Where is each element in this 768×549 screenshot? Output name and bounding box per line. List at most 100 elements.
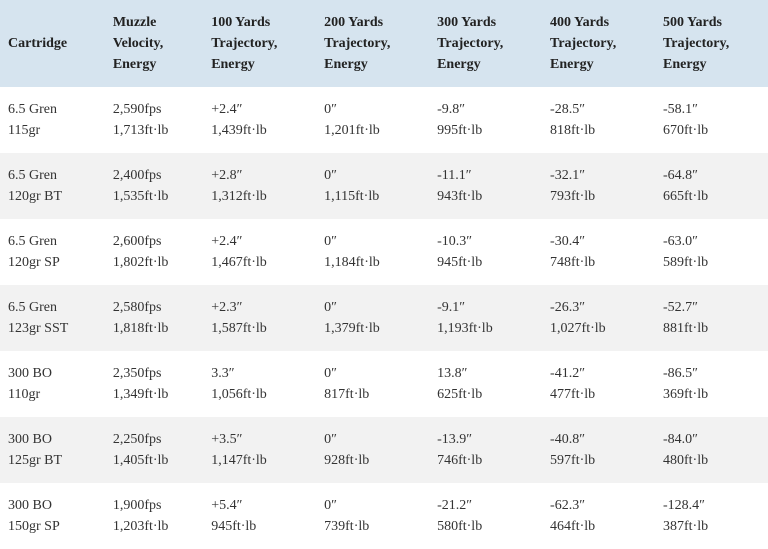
data-cell: -28.5″818ft·lb: [542, 87, 655, 153]
energy-value: 1,405ft·lb: [113, 450, 195, 471]
energy-value: 1,203ft·lb: [113, 516, 195, 537]
data-cell: -41.2″477ft·lb: [542, 351, 655, 417]
header-label-line2: Trajectory,: [211, 33, 308, 54]
header-400yd: 400 Yards Trajectory, Energy: [542, 0, 655, 87]
trajectory-value: -63.0″: [663, 231, 760, 252]
data-cell: -64.8″665ft·lb: [655, 153, 768, 219]
energy-value: 1,349ft·lb: [113, 384, 195, 405]
trajectory-value: 2,400fps: [113, 165, 195, 186]
trajectory-value: -9.8″: [437, 99, 534, 120]
data-cell: -26.3″1,027ft·lb: [542, 285, 655, 351]
cartridge-cell: 6.5 Gren120gr BT: [0, 153, 105, 219]
energy-value: 746ft·lb: [437, 450, 534, 471]
trajectory-value: -128.4″: [663, 495, 760, 516]
data-cell: -11.1″943ft·lb: [429, 153, 542, 219]
trajectory-value: 0″: [324, 231, 421, 252]
trajectory-value: +2.4″: [211, 231, 308, 252]
header-label-line3: Energy: [437, 54, 534, 75]
trajectory-value: -86.5″: [663, 363, 760, 384]
energy-value: 1,818ft·lb: [113, 318, 195, 339]
header-label-line1: Muzzle: [113, 12, 195, 33]
header-label-line1: 500 Yards: [663, 12, 760, 33]
table-row: 6.5 Gren120gr BT 2,400fps1,535ft·lb +2.8″1…: [0, 153, 768, 219]
data-cell: 13.8″625ft·lb: [429, 351, 542, 417]
trajectory-value: 0″: [324, 363, 421, 384]
trajectory-value: -30.4″: [550, 231, 647, 252]
energy-value: 387ft·lb: [663, 516, 760, 537]
cartridge-name: 300 BO: [8, 495, 97, 516]
cartridge-cell: 6.5 Gren120gr SP: [0, 219, 105, 285]
data-cell: 0″1,115ft·lb: [316, 153, 429, 219]
trajectory-value: +5.4″: [211, 495, 308, 516]
energy-value: 480ft·lb: [663, 450, 760, 471]
trajectory-value: -40.8″: [550, 429, 647, 450]
table-row: 6.5 Gren115gr2,590fps1,713ft·lb+2.4″1,43…: [0, 87, 768, 153]
trajectory-value: +2.4″: [211, 99, 308, 120]
trajectory-value: -26.3″: [550, 297, 647, 318]
data-cell: 0″1,201ft·lb: [316, 87, 429, 153]
data-cell: +2.3″1,587ft·lb: [203, 285, 316, 351]
table-header-row: Cartridge Muzzle Velocity, Energy 100 Ya…: [0, 0, 768, 87]
data-cell: -21.2″580ft·lb: [429, 483, 542, 549]
cartridge-name: 6.5 Gren: [8, 99, 97, 120]
energy-value: 580ft·lb: [437, 516, 534, 537]
cartridge-name: 6.5 Gren: [8, 165, 97, 186]
data-cell: -30.4″748ft·lb: [542, 219, 655, 285]
trajectory-value: -58.1″: [663, 99, 760, 120]
ballistics-table: Cartridge Muzzle Velocity, Energy 100 Ya…: [0, 0, 768, 549]
data-cell: -84.0″480ft·lb: [655, 417, 768, 483]
data-cell: +2.4″1,467ft·lb: [203, 219, 316, 285]
data-cell: 0″1,184ft·lb: [316, 219, 429, 285]
energy-value: 945ft·lb: [437, 252, 534, 273]
energy-value: 945ft·lb: [211, 516, 308, 537]
data-cell: -58.1″670ft·lb: [655, 87, 768, 153]
trajectory-value: +3.5″: [211, 429, 308, 450]
trajectory-value: 2,250fps: [113, 429, 195, 450]
trajectory-value: -64.8″: [663, 165, 760, 186]
energy-value: 625ft·lb: [437, 384, 534, 405]
data-cell: -9.1″1,193ft·lb: [429, 285, 542, 351]
data-cell: 2,250fps1,405ft·lb: [105, 417, 203, 483]
header-label-line3: Energy: [324, 54, 421, 75]
energy-value: 1,201ft·lb: [324, 120, 421, 141]
data-cell: +2.8″1,312ft·lb: [203, 153, 316, 219]
trajectory-value: 13.8″: [437, 363, 534, 384]
energy-value: 1,184ft·lb: [324, 252, 421, 273]
data-cell: -32.1″793ft·lb: [542, 153, 655, 219]
energy-value: 817ft·lb: [324, 384, 421, 405]
trajectory-value: 0″: [324, 297, 421, 318]
header-label-line3: Energy: [663, 54, 760, 75]
data-cell: 2,580fps1,818ft·lb: [105, 285, 203, 351]
energy-value: 1,027ft·lb: [550, 318, 647, 339]
cartridge-name: 300 BO: [8, 363, 97, 384]
trajectory-value: 2,580fps: [113, 297, 195, 318]
energy-value: 943ft·lb: [437, 186, 534, 207]
energy-value: 1,379ft·lb: [324, 318, 421, 339]
trajectory-value: -62.3″: [550, 495, 647, 516]
data-cell: -52.7″881ft·lb: [655, 285, 768, 351]
header-label-line2: Trajectory,: [437, 33, 534, 54]
trajectory-value: 1,900fps: [113, 495, 195, 516]
data-cell: 0″817ft·lb: [316, 351, 429, 417]
trajectory-value: -28.5″: [550, 99, 647, 120]
trajectory-value: 2,600fps: [113, 231, 195, 252]
energy-value: 1,056ft·lb: [211, 384, 308, 405]
trajectory-value: 2,590fps: [113, 99, 195, 120]
energy-value: 665ft·lb: [663, 186, 760, 207]
energy-value: 1,312ft·lb: [211, 186, 308, 207]
cartridge-grain: 123gr SST: [8, 318, 97, 339]
trajectory-value: -10.3″: [437, 231, 534, 252]
energy-value: 1,193ft·lb: [437, 318, 534, 339]
energy-value: 1,587ft·lb: [211, 318, 308, 339]
trajectory-value: -52.7″: [663, 297, 760, 318]
table-row: 6.5 Gren120gr SP2,600fps1,802ft·lb+2.4″1…: [0, 219, 768, 285]
cartridge-name: 6.5 Gren: [8, 231, 97, 252]
trajectory-value: 0″: [324, 165, 421, 186]
trajectory-value: 0″: [324, 495, 421, 516]
energy-value: 1,535ft·lb: [113, 186, 195, 207]
cartridge-grain: 120gr BT: [8, 186, 97, 207]
header-cartridge: Cartridge: [0, 0, 105, 87]
header-label: Cartridge: [8, 33, 97, 54]
data-cell: 1,900fps1,203ft·lb: [105, 483, 203, 549]
cartridge-cell: 6.5 Gren115gr: [0, 87, 105, 153]
